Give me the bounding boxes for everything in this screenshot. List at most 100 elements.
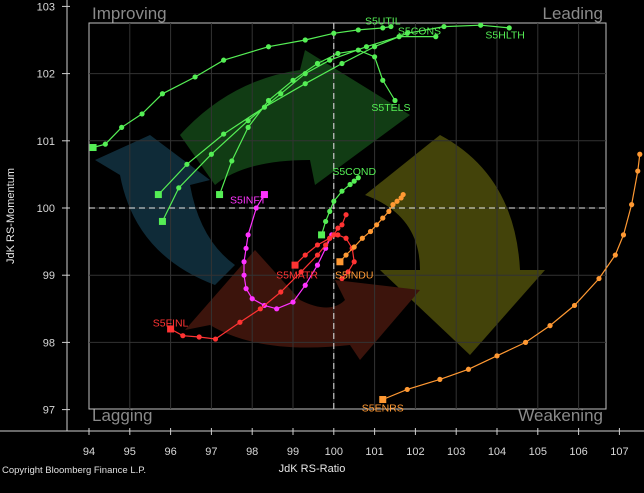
series-point [221,131,227,137]
series-point [241,259,247,265]
series-point [212,336,219,342]
green-rotation-arrow [180,50,410,185]
series-head-marker [260,191,268,199]
y-tick-label: 97 [43,405,55,417]
series-point [522,339,529,345]
series-label-s5cons: S5CONS [398,26,441,38]
series-label-s5util: S5UTIL [365,16,401,28]
y-tick-label: 99 [43,270,55,282]
series-point [302,252,308,258]
series-point [243,245,249,251]
series-point [351,178,357,184]
series-point [159,91,166,97]
x-tick-label: 105 [529,446,547,458]
series-point [302,282,308,288]
series-point [620,232,627,238]
series-point [314,262,321,268]
series-point [335,50,341,57]
series-point [437,376,443,382]
series-point [351,259,357,265]
series-point [180,333,186,339]
series-label-s5tels: S5TELS [371,102,410,114]
series-head-marker [291,261,299,269]
x-tick-label: 104 [488,446,506,458]
series-s5tels [216,47,398,199]
copyright-text: Copyright Bloomberg Finance L.P. [2,465,146,476]
series-point [323,218,329,225]
series-point [355,47,361,53]
series-point [390,202,396,208]
series-head-marker [379,396,387,404]
series-head-marker [154,191,162,199]
x-tick-label: 95 [124,446,136,458]
series-point [314,252,321,258]
series-point [404,386,410,393]
series-point [139,111,145,117]
series-point [302,37,308,43]
yellow-rotation-arrow [365,135,545,355]
series-point [547,323,553,329]
series-point [392,97,398,104]
series-point [494,353,500,359]
x-tick-label: 107 [610,446,628,458]
series-point [465,366,472,372]
series-label-s5indu: S5INDU [335,270,374,282]
series-point [363,44,370,50]
series-point [506,25,512,31]
series-point [335,225,341,231]
series-point [394,198,400,204]
series-point [243,286,249,292]
series-point [351,244,357,250]
series-point [339,60,345,67]
series-point [386,208,392,214]
series-point [331,30,337,36]
quadrant-leading: Leading [542,4,603,23]
x-tick-label: 94 [83,446,95,458]
series-point [331,198,337,204]
y-tick-label: 100 [37,203,55,215]
series-point [339,275,345,282]
series-label-s5enrs: S5ENRS [362,403,404,415]
series-point [184,161,190,167]
series-point [441,23,447,30]
series-point [298,269,304,275]
series-point [314,242,321,248]
axes: 94 95 96 97 98 99 100 101 102 103 104 105 106 107 97 98… [0,0,644,458]
series-label-s5matr: S5MATR [276,270,318,282]
series-point [374,222,380,228]
series-line [161,35,436,222]
series-line [382,154,641,401]
series-head-marker [318,231,326,239]
series-point [237,319,243,325]
series-s5util [89,23,394,152]
series-line [294,234,355,280]
series-point [221,57,227,63]
x-tick-label: 99 [287,446,299,458]
series-point [612,252,618,258]
series-point [119,124,125,130]
series-s5indu [336,191,406,266]
series-point [274,306,280,312]
series-point [278,289,284,295]
series-point [302,81,308,87]
series-point [433,34,439,40]
gridlines [89,23,606,409]
quadrant-lagging: Lagging [92,406,153,425]
series-label-s5hlth: S5HLTH [485,30,524,42]
y-tick-label: 102 [37,69,55,81]
x-tick-label: 103 [447,446,465,458]
series-point [102,141,108,147]
x-tick-label: 98 [246,446,258,458]
series-point [245,124,251,130]
series-point [343,252,349,258]
series-point [241,272,247,278]
series-point [343,235,349,241]
series-point [478,22,484,28]
series-point [327,57,333,63]
x-tick-label: 96 [164,446,176,458]
y-tick-label: 98 [43,337,55,349]
series-point [208,151,214,157]
series-point [629,202,635,208]
series-point [265,44,272,50]
